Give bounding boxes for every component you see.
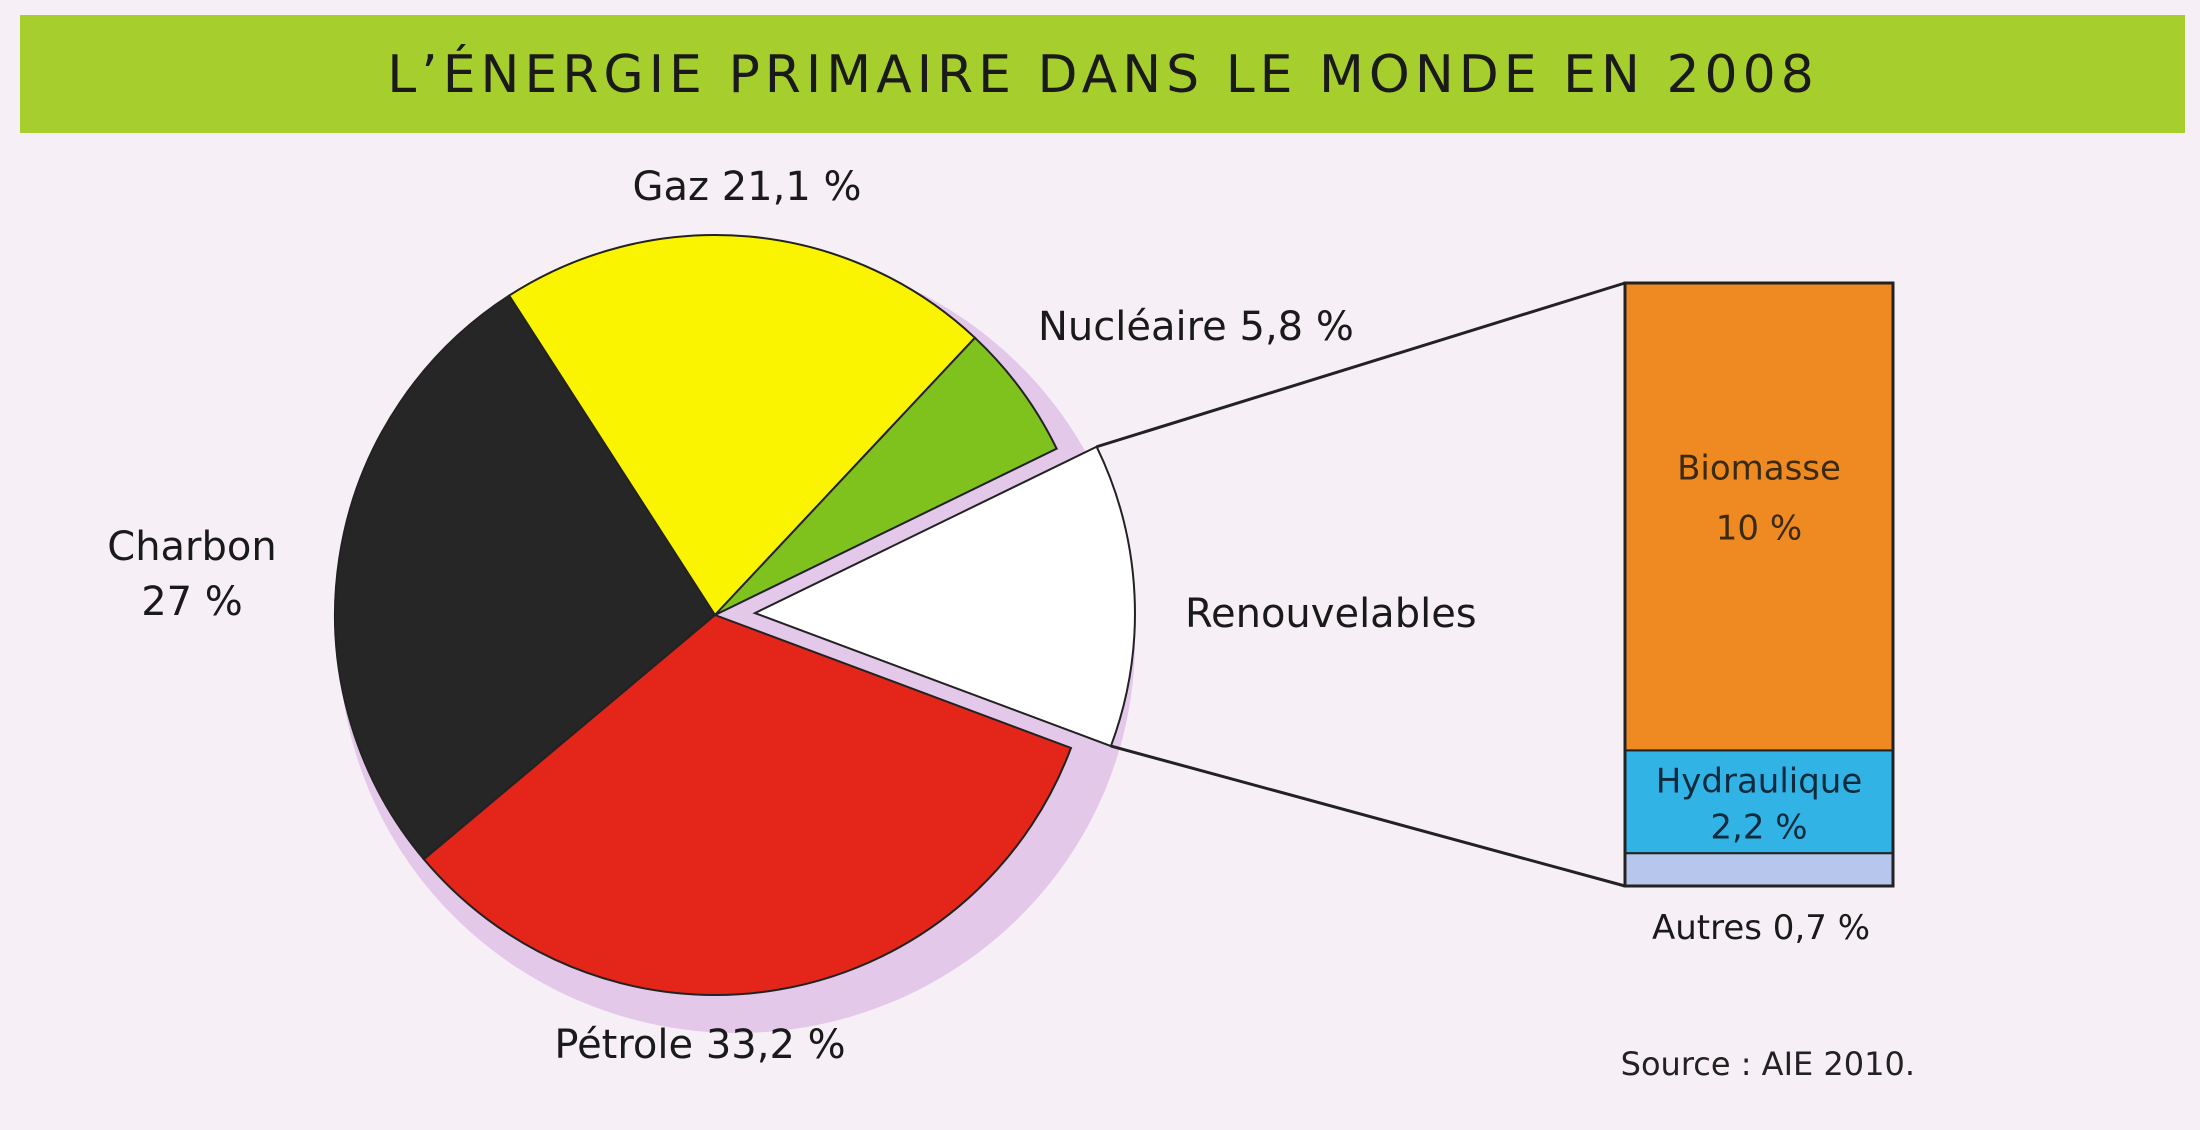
pie-slice-nucleaire bbox=[714, 336, 1058, 616]
bar-segment-biomasse bbox=[1624, 282, 1894, 752]
bar-segment-hydraulique bbox=[1624, 749, 1894, 855]
pie-chart bbox=[334, 234, 1136, 1033]
chart-labels: Gaz 21,1 % Nucléaire 5,8 % Charbon 27 % Reno… bbox=[107, 164, 1870, 1068]
label-hydraulique-name: Hydraulique bbox=[1656, 761, 1863, 801]
title-bar bbox=[20, 15, 2185, 133]
bar-outline bbox=[1623, 281, 1895, 888]
renewables-breakdown-bar bbox=[1623, 281, 1895, 888]
label-petrole: Pétrole 33,2 % bbox=[554, 1022, 845, 1068]
bar-segment-autres bbox=[1624, 852, 1894, 887]
label-charbon-value: 27 % bbox=[141, 579, 243, 625]
pie-slice-gaz bbox=[507, 234, 977, 617]
source-note: Source : AIE 2010. bbox=[1621, 1045, 1915, 1083]
label-hydraulique-value: 2,2 % bbox=[1710, 807, 1807, 847]
connector-line-top bbox=[1096, 281, 1626, 449]
label-biomasse-name: Biomasse bbox=[1677, 448, 1841, 488]
pie-slice-renouvelables bbox=[752, 445, 1136, 748]
breakdown-connectors bbox=[1096, 281, 1626, 888]
label-biomasse-value: 10 % bbox=[1716, 508, 1802, 548]
connector-line-bottom bbox=[1110, 744, 1626, 888]
label-autres: Autres 0,7 % bbox=[1652, 908, 1870, 948]
label-charbon-name: Charbon bbox=[107, 524, 276, 570]
label-nucleaire: Nucléaire 5,8 % bbox=[1038, 304, 1354, 350]
pie-slice-petrole bbox=[422, 613, 1073, 996]
chart-title: L’ÉNERGIE PRIMAIRE DANS LE MONDE EN 2008 bbox=[387, 44, 1819, 105]
pie-slice-charbon bbox=[334, 294, 717, 861]
label-renouvelables: Renouvelables bbox=[1185, 591, 1477, 637]
label-gaz: Gaz 21,1 % bbox=[632, 164, 861, 210]
